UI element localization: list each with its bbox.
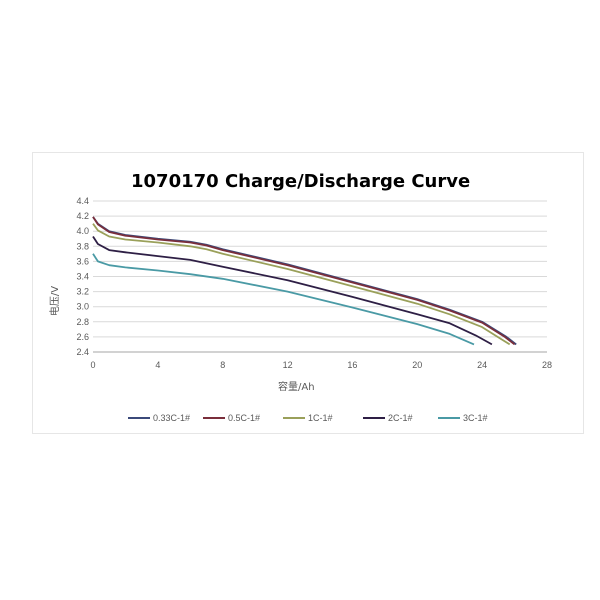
x-tick-label: 24 bbox=[477, 360, 487, 370]
x-axis-label: 容量/Ah bbox=[278, 380, 315, 393]
legend-label: 0.5C-1# bbox=[228, 413, 260, 423]
x-tick-label: 12 bbox=[283, 360, 293, 370]
y-tick-label: 3.4 bbox=[76, 272, 89, 282]
y-axis-label: 电压/V bbox=[48, 286, 61, 316]
y-tick-label: 2.6 bbox=[76, 332, 89, 342]
legend-label: 3C-1# bbox=[463, 413, 488, 423]
chart-figure: 1070170 Charge/Discharge Curve 2.4 2.6 2.8… bbox=[32, 152, 584, 434]
x-tick-label: 4 bbox=[155, 360, 160, 370]
y-tick-labels: 2.4 2.6 2.8 3.0 3.2 3.4 3.6 3.8 4.0 4.2 4.4 bbox=[76, 196, 89, 357]
y-tick-label: 4.2 bbox=[76, 211, 89, 221]
legend-label: 1C-1# bbox=[308, 413, 333, 423]
x-tick-labels: 0 4 8 12 16 20 24 28 bbox=[90, 360, 552, 370]
y-tick-label: 4.4 bbox=[76, 196, 89, 206]
y-tick-label: 2.4 bbox=[76, 347, 89, 357]
series-lines bbox=[92, 216, 517, 346]
series-line-3C-1# bbox=[92, 253, 475, 346]
x-tick-label: 28 bbox=[542, 360, 552, 370]
legend: 0.33C-1# 0.5C-1# 1C-1# 2C-1# 3C-1# bbox=[128, 413, 488, 423]
series-line-1C-1# bbox=[92, 223, 511, 346]
series-line-2C-1# bbox=[92, 236, 493, 346]
x-tick-label: 0 bbox=[90, 360, 95, 370]
x-tick-label: 16 bbox=[347, 360, 357, 370]
legend-label: 2C-1# bbox=[388, 413, 413, 423]
legend-label: 0.33C-1# bbox=[153, 413, 190, 423]
y-tick-label: 3.8 bbox=[76, 241, 89, 251]
y-tick-label: 3.2 bbox=[76, 287, 89, 297]
y-tick-label: 3.6 bbox=[76, 256, 89, 266]
chart-title: 1070170 Charge/Discharge Curve bbox=[131, 171, 470, 192]
y-tick-label: 2.8 bbox=[76, 317, 89, 327]
y-tick-label: 4.0 bbox=[76, 226, 89, 236]
x-tick-label: 8 bbox=[220, 360, 225, 370]
chart-svg: 1070170 Charge/Discharge Curve 2.4 2.6 2.8… bbox=[48, 171, 552, 423]
grid-lines bbox=[93, 200, 547, 353]
x-tick-label: 20 bbox=[412, 360, 422, 370]
series-line-0.5C-1# bbox=[92, 216, 516, 346]
y-tick-label: 3.0 bbox=[76, 302, 89, 312]
